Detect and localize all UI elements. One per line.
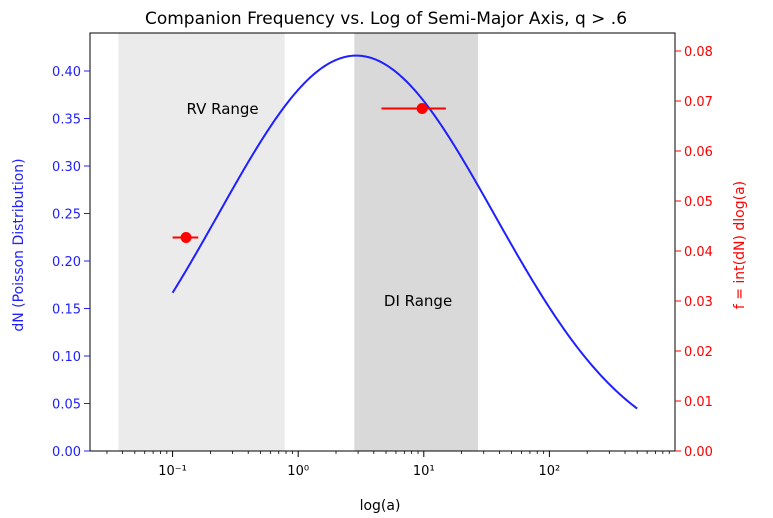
right-tick-label: 0.01 xyxy=(684,395,713,410)
right-tick-label: 0.06 xyxy=(684,145,713,160)
left-tick-label: 0.15 xyxy=(52,303,81,318)
curve-layer xyxy=(171,54,638,410)
x-axis-label: log(a) xyxy=(360,498,401,514)
region-band-1 xyxy=(354,33,478,451)
right-tick-label: 0.05 xyxy=(684,195,713,210)
left-tick-label: 0.10 xyxy=(52,350,81,365)
region-label-1: DI Range xyxy=(384,292,452,310)
right-axis-ticks: 0.00 0.01 0.02 0.03 0.04 0.05 0.06 0.07 0.08 xyxy=(675,45,713,460)
x-tick-label: 10² xyxy=(539,464,561,479)
data-point-1 xyxy=(416,103,428,114)
distribution-curve xyxy=(171,54,638,410)
x-tick-label: 10⁰ xyxy=(287,464,309,479)
x-axis-ticks: 10⁻¹ 10⁰ 10¹ 10² xyxy=(106,451,670,479)
left-axis-label: dN (Poisson Distribution) xyxy=(11,158,27,331)
points-layer xyxy=(172,103,446,243)
left-axis-ticks: 0.00 0.05 0.10 0.15 0.20 0.25 0.30 0.35 0.40 xyxy=(52,65,90,460)
left-tick-label: 0.25 xyxy=(52,208,81,223)
left-tick-label: 0.00 xyxy=(52,445,81,460)
left-tick-label: 0.20 xyxy=(52,255,81,270)
x-tick-label: 10⁻¹ xyxy=(158,464,187,479)
right-tick-label: 0.08 xyxy=(684,45,713,60)
right-tick-label: 0.03 xyxy=(684,295,713,310)
right-tick-label: 0.04 xyxy=(684,245,713,260)
plot-frame xyxy=(89,32,676,452)
chart-title: Companion Frequency vs. Log of Semi-Majo… xyxy=(145,9,627,29)
shaded-regions xyxy=(118,33,478,451)
left-tick-label: 0.40 xyxy=(52,65,81,80)
right-tick-label: 0.07 xyxy=(684,95,713,110)
left-tick-label: 0.05 xyxy=(52,398,81,413)
right-tick-label: 0.02 xyxy=(684,345,713,360)
left-tick-label: 0.35 xyxy=(52,113,81,128)
right-tick-label: 0.00 xyxy=(684,445,713,460)
data-point-0 xyxy=(180,232,192,243)
left-tick-label: 0.30 xyxy=(52,160,81,175)
region-label-0: RV Range xyxy=(186,100,258,118)
region-labels: RV Range DI Range xyxy=(186,100,452,310)
x-tick-label: 10¹ xyxy=(413,464,435,479)
right-axis-label: f = int(dN) dlog(a) xyxy=(732,181,748,309)
